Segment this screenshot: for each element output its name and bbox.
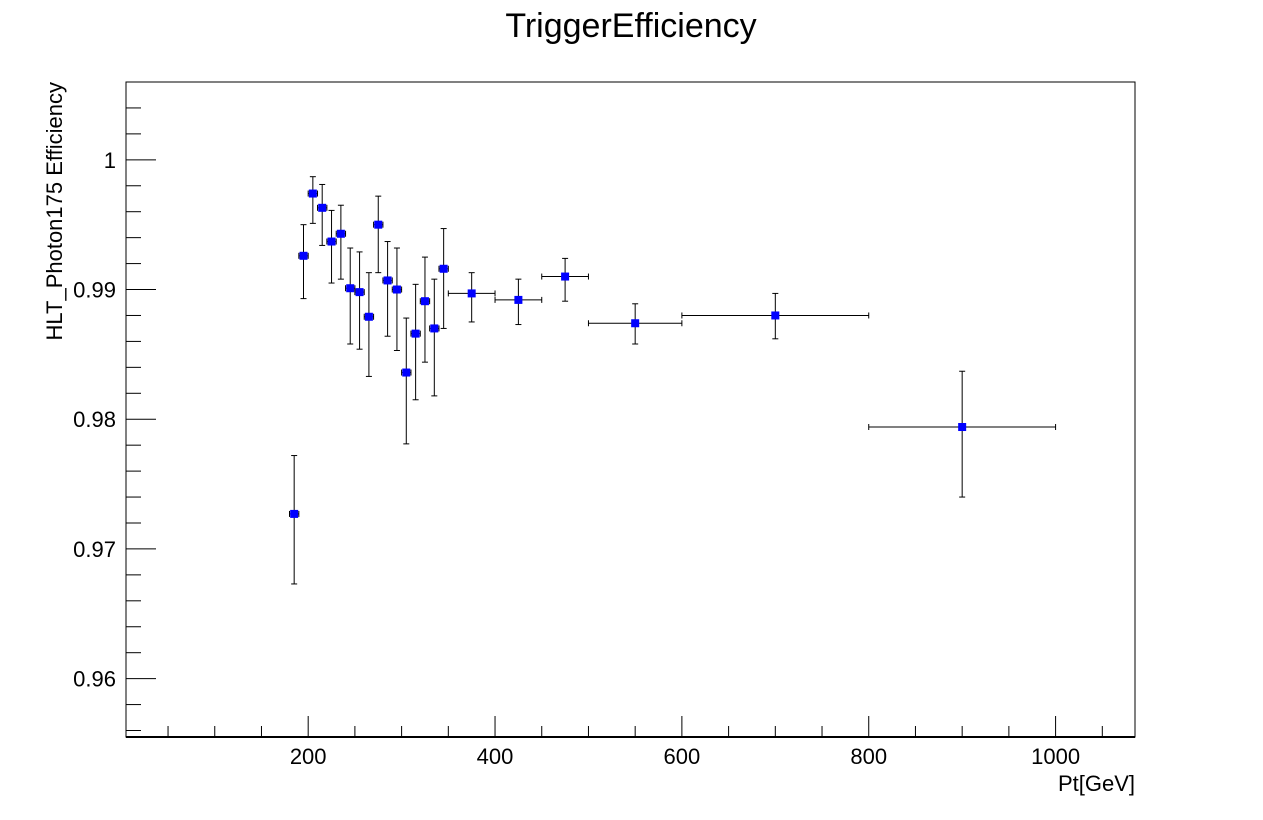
data-point xyxy=(587,303,683,345)
data-point xyxy=(382,241,393,337)
point-marker xyxy=(467,289,476,298)
data-point xyxy=(541,257,589,302)
data-point xyxy=(335,204,347,280)
data-point xyxy=(345,247,356,345)
x-axis-label: Pt[GeV] xyxy=(1058,771,1135,796)
x-tick-label: 400 xyxy=(477,744,514,769)
data-point xyxy=(288,455,300,585)
y-tick-label: 1 xyxy=(104,148,116,173)
data-point xyxy=(326,209,337,284)
y-tick-label: 0.98 xyxy=(73,407,116,432)
chart-title: TriggerEfficiency xyxy=(505,7,756,45)
point-marker xyxy=(958,423,967,432)
data-point xyxy=(868,370,1057,498)
point-marker xyxy=(308,189,317,198)
y-tick-label: 0.97 xyxy=(73,537,116,562)
data-point xyxy=(391,247,403,351)
point-marker xyxy=(318,203,327,212)
y-tick-label: 0.96 xyxy=(73,667,116,692)
x-tick-label: 600 xyxy=(664,744,701,769)
data-points-layer xyxy=(288,176,1057,585)
x-tick-label: 1000 xyxy=(1031,744,1080,769)
y-tick-label: 0.99 xyxy=(73,278,116,303)
point-marker xyxy=(402,368,411,377)
x-tick-label: 800 xyxy=(850,744,887,769)
y-axis: 0.96 0.97 0.98 0.99 1 xyxy=(73,81,156,737)
point-marker xyxy=(374,220,383,229)
data-point xyxy=(317,183,328,246)
data-point xyxy=(447,272,496,323)
point-marker xyxy=(631,319,640,328)
data-point xyxy=(494,278,543,326)
data-point xyxy=(373,195,384,274)
point-marker xyxy=(346,284,355,293)
data-point xyxy=(681,292,870,340)
x-tick-label: 200 xyxy=(290,744,327,769)
point-marker xyxy=(355,288,364,297)
point-marker xyxy=(327,237,336,246)
point-marker xyxy=(411,329,420,338)
point-marker xyxy=(771,311,780,320)
data-point xyxy=(438,228,449,329)
data-point xyxy=(363,272,375,377)
point-marker xyxy=(561,272,570,281)
point-marker xyxy=(383,276,392,285)
point-marker xyxy=(336,229,345,238)
point-marker xyxy=(290,509,299,518)
point-marker xyxy=(439,264,448,273)
data-point xyxy=(307,176,319,224)
plot-frame xyxy=(125,81,1136,738)
point-marker xyxy=(430,324,439,333)
data-point xyxy=(354,251,365,350)
y-axis-label: HLT_Photon175 Efficiency xyxy=(42,82,67,340)
data-point xyxy=(419,256,431,363)
data-point xyxy=(401,317,412,445)
data-point xyxy=(410,283,421,401)
point-marker xyxy=(364,312,373,321)
data-point xyxy=(298,224,309,300)
point-marker xyxy=(299,251,308,260)
data-point xyxy=(429,278,440,397)
point-marker xyxy=(392,285,401,294)
x-axis: 200 400 600 800 1000 xyxy=(126,716,1135,769)
point-marker xyxy=(420,297,429,306)
point-marker xyxy=(514,295,523,304)
